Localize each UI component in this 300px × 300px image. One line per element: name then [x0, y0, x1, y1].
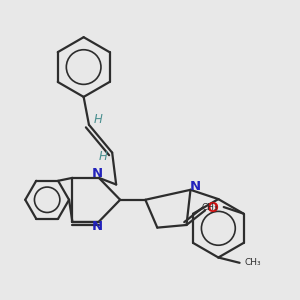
- Text: O: O: [206, 201, 218, 215]
- Text: CH₃: CH₃: [202, 202, 218, 211]
- Text: CH₃: CH₃: [245, 258, 262, 267]
- Text: N: N: [92, 167, 103, 180]
- Text: N: N: [190, 180, 201, 193]
- Text: H: H: [99, 150, 108, 163]
- Text: H: H: [94, 113, 103, 126]
- Text: N: N: [92, 220, 103, 233]
